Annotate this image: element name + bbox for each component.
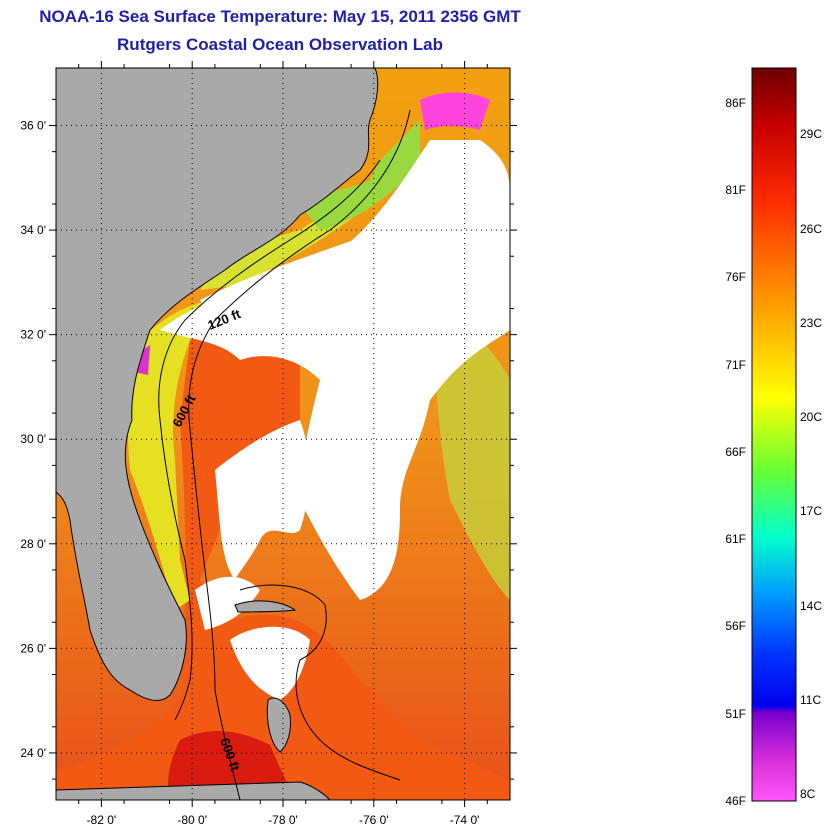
cloud-band-main (160, 140, 510, 600)
colorbar-label-celsius: 29C (800, 127, 823, 142)
colorbar-label-fahrenheit: 66F (725, 444, 746, 459)
lat-label: 26 0' (20, 641, 46, 655)
latitude-labels: 36 0' 34 0' 32 0' 30 0' 28 0' 26 0' 24 0' (20, 119, 46, 760)
colorbar-label-celsius: 11C (800, 692, 822, 707)
land-us-southeast (56, 68, 379, 701)
colorbar-label-fahrenheit: 56F (725, 619, 746, 634)
lat-label: 28 0' (20, 537, 46, 551)
colorbar-label-celsius: 20C (800, 410, 823, 425)
cloud-north-strip (200, 230, 380, 310)
colorbar-label-celsius: 14C (800, 598, 823, 613)
lon-label: -80 0' (177, 813, 207, 827)
map-title: NOAA-16 Sea Surface Temperature: May 15,… (39, 7, 521, 26)
contour-bahamas-bank (239, 584, 401, 781)
colorbar-label-fahrenheit: 46F (725, 794, 746, 808)
coastal-shelf-water (128, 300, 220, 610)
colorbar-label-fahrenheit: 81F (725, 183, 746, 198)
map-ticks (49, 61, 517, 807)
map-subtitle: Rutgers Coastal Ocean Observation Lab (117, 35, 443, 54)
lon-label: -82 0' (87, 813, 117, 827)
colorbar-label-fahrenheit: 61F (725, 532, 746, 547)
colorbar-gradient (751, 67, 797, 802)
lat-label: 30 0' (20, 432, 46, 446)
colorbar-label-fahrenheit: 76F (725, 270, 746, 285)
land-andros (266, 697, 291, 753)
cool-water-patch (300, 120, 420, 230)
cloud-patch-west (215, 420, 310, 580)
contour-600ft (188, 109, 411, 800)
lon-label: -74 0' (450, 813, 480, 827)
colorbar-label-celsius: 26C (800, 221, 823, 236)
lat-label: 36 0' (20, 119, 46, 133)
colorbar-label-celsius: 23C (800, 315, 823, 330)
longitude-labels: -82 0' -80 0' -78 0' -76 0' -74 0' (87, 813, 480, 827)
cloud-bahamas (230, 626, 310, 700)
lat-label: 34 0' (20, 223, 46, 237)
hot-water-south (168, 730, 290, 800)
colorbar-label-celsius: 8C (800, 787, 816, 802)
colorbar-label-celsius: 17C (800, 504, 823, 519)
colorbar-label-fahrenheit: 71F (725, 357, 746, 372)
lat-label: 24 0' (20, 746, 46, 760)
cold-spot-north (420, 92, 490, 130)
land-grand-bahama (234, 600, 297, 613)
lon-label: -78 0' (268, 813, 298, 827)
colorbar-label-fahrenheit: 86F (725, 95, 746, 110)
graticule-grid (56, 68, 510, 800)
cloud-patch-south (195, 576, 260, 630)
colorbar-label-fahrenheit: 51F (725, 706, 746, 721)
lon-label: -76 0' (359, 813, 389, 827)
lat-label: 32 0' (20, 328, 46, 342)
